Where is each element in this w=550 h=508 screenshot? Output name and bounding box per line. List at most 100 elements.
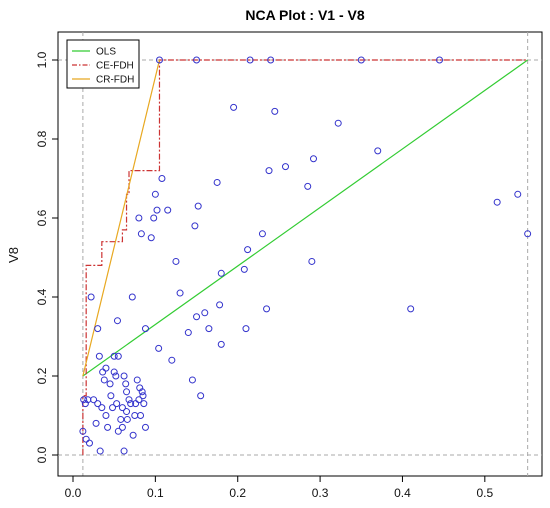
data-point — [155, 344, 163, 352]
x-tick-label: 0.1 — [147, 486, 164, 500]
data-point — [197, 392, 205, 400]
data-point — [139, 392, 147, 400]
data-point — [133, 376, 141, 384]
data-point — [135, 396, 143, 404]
data-point — [138, 388, 146, 396]
data-point — [213, 178, 221, 186]
data-point — [102, 412, 110, 419]
data-point — [263, 305, 271, 313]
data-point — [135, 214, 143, 222]
data-point — [117, 415, 125, 423]
data-point — [131, 412, 139, 419]
data-point — [127, 400, 135, 408]
data-point — [99, 368, 107, 376]
legend: OLS CE-FDH CR-FDH — [66, 39, 140, 89]
data-point — [258, 230, 266, 238]
data-point — [151, 190, 159, 198]
data-point — [271, 107, 279, 115]
x-tick-label: 0.2 — [229, 486, 246, 500]
data-point — [120, 447, 128, 455]
data-point — [334, 119, 342, 127]
x-tick-label: 0.4 — [394, 486, 411, 500]
data-point — [94, 325, 102, 333]
data-point — [191, 222, 199, 230]
data-point — [201, 309, 209, 317]
data-point — [123, 388, 131, 396]
data-point — [493, 198, 501, 206]
data-point — [310, 155, 318, 163]
data-point — [172, 257, 180, 265]
data-point — [106, 380, 114, 388]
data-point — [524, 230, 532, 238]
data-point — [123, 415, 131, 423]
data-point — [137, 230, 145, 238]
y-tick-label: 0.8 — [35, 130, 49, 147]
data-point — [98, 404, 106, 412]
x-tick-label: 0.0 — [65, 486, 82, 500]
data-point — [304, 182, 312, 190]
data-point — [109, 404, 117, 412]
x-tick-label: 0.5 — [476, 486, 493, 500]
data-point — [107, 392, 115, 400]
data-point — [205, 325, 213, 333]
data-point — [79, 427, 87, 435]
x-axis: 0.0 0.1 0.2 0.3 0.4 0.5 — [65, 475, 493, 500]
data-point — [193, 313, 201, 321]
data-point — [242, 325, 250, 333]
data-point — [357, 56, 365, 64]
data-point — [158, 175, 166, 182]
data-point — [125, 396, 133, 404]
data-point — [113, 400, 121, 408]
x-tick-label: 0.3 — [312, 486, 329, 500]
y-axis: 0.0 0.2 0.4 0.6 0.8 1.0 — [35, 51, 59, 463]
series-lines — [82, 59, 528, 455]
data-point — [110, 368, 118, 376]
data-point — [188, 376, 196, 384]
data-point — [95, 352, 103, 360]
data-point — [96, 447, 104, 455]
scatter-points — [79, 56, 532, 455]
series-line-ce-fdh — [82, 59, 528, 455]
data-point — [141, 423, 149, 431]
data-point — [123, 408, 131, 416]
data-point — [436, 56, 444, 64]
data-point — [137, 412, 145, 419]
data-point — [308, 257, 316, 265]
data-point — [104, 423, 112, 431]
legend-label-ols: OLS — [96, 47, 116, 58]
y-tick-label: 0.0 — [35, 446, 49, 463]
legend-label-cr-fdh: CR-FDH — [96, 75, 134, 86]
data-point — [100, 376, 108, 384]
data-point — [141, 325, 149, 333]
scope-lines — [58, 32, 542, 476]
data-point — [265, 167, 273, 175]
data-point — [246, 56, 254, 64]
data-point — [407, 305, 415, 313]
data-point — [168, 356, 176, 364]
data-point — [240, 265, 248, 273]
y-tick-label: 0.4 — [35, 288, 49, 305]
data-point — [217, 340, 225, 348]
chart-title: NCA Plot : V1 - V8 — [245, 7, 364, 23]
data-point — [114, 427, 122, 435]
data-point — [120, 372, 128, 380]
data-point — [118, 423, 126, 431]
y-tick-label: 0.6 — [35, 209, 49, 226]
data-point — [164, 206, 172, 214]
data-point — [281, 163, 289, 171]
series-line-cr-fdh — [82, 59, 161, 377]
data-point — [147, 234, 155, 242]
data-point — [155, 56, 163, 64]
data-point — [150, 214, 158, 222]
legend-box — [66, 39, 140, 89]
data-point — [128, 293, 136, 301]
data-point — [112, 372, 120, 380]
data-point — [85, 439, 93, 447]
data-point — [114, 352, 122, 360]
data-point — [194, 202, 202, 210]
data-point — [110, 352, 118, 360]
data-point — [514, 190, 522, 198]
data-point — [92, 419, 100, 427]
data-point — [176, 289, 184, 297]
